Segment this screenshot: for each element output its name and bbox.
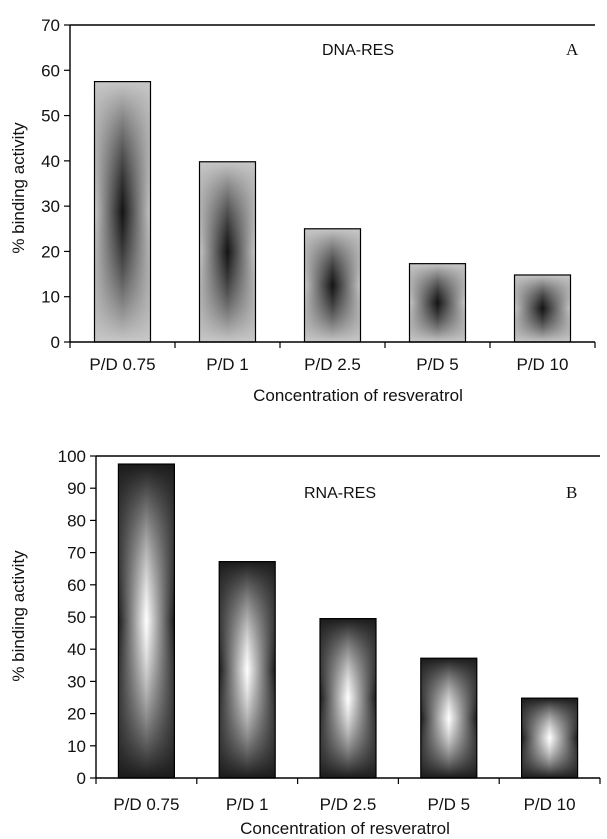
y-tick-label: 60 <box>67 576 86 595</box>
y-tick-label: 10 <box>67 737 86 756</box>
bar-shade <box>219 561 276 778</box>
y-tick-label: 90 <box>67 479 86 498</box>
bar <box>117 463 176 779</box>
panel-b-x-axis-label: Concentration of resveratrol <box>240 819 450 838</box>
bar-shade <box>521 698 578 778</box>
panel-b-annotation: RNA-RES <box>304 485 376 502</box>
bar-shade <box>320 618 376 778</box>
panel-a-label: A <box>566 40 579 59</box>
bar-shade <box>420 658 477 778</box>
x-tick-label: P/D 0.75 <box>113 795 179 814</box>
x-tick-label: P/D 5 <box>416 355 459 374</box>
x-tick-label: P/D 2.5 <box>320 795 377 814</box>
panel-a-bars <box>93 81 572 343</box>
x-tick-label: P/D 10 <box>517 355 569 374</box>
x-tick-label: P/D 1 <box>226 795 269 814</box>
panel-b-bars <box>117 463 579 779</box>
y-tick-label: 70 <box>67 544 86 563</box>
bar <box>520 697 579 779</box>
panel-a-y-ticks: 0 10 20 30 40 50 60 70 <box>41 16 70 352</box>
bar <box>513 274 572 343</box>
bar <box>420 657 478 779</box>
x-tick-label: P/D 1 <box>206 355 249 374</box>
y-tick-label: 100 <box>58 447 86 466</box>
y-tick-label: 20 <box>67 705 86 724</box>
panel-a-x-axis-label: Concentration of resveratrol <box>253 386 463 405</box>
y-tick-label: 0 <box>77 769 86 788</box>
panel-a-x-ticks: P/D 0.75 P/D 1 P/D 2.5 P/D 5 P/D 10 <box>69 342 596 374</box>
y-tick-label: 10 <box>41 288 60 307</box>
y-tick-label: 0 <box>51 333 60 352</box>
panel-b-label: B <box>566 483 577 502</box>
bar <box>218 561 276 779</box>
bar <box>303 228 362 343</box>
y-tick-label: 40 <box>41 152 60 171</box>
x-tick-label: P/D 0.75 <box>89 355 155 374</box>
y-tick-label: 70 <box>41 16 60 35</box>
y-tick-label: 20 <box>41 242 60 261</box>
bar-shade <box>118 464 175 778</box>
bar <box>408 263 467 343</box>
panel-b-y-axis-label: % binding activity <box>9 550 28 682</box>
bar <box>198 161 257 343</box>
x-tick-label: P/D 10 <box>524 795 576 814</box>
bar-shade <box>304 228 361 342</box>
panel-a-axes <box>69 24 595 343</box>
y-tick-label: 30 <box>67 672 86 691</box>
panel-a-annotation: DNA-RES <box>322 42 394 59</box>
bar-shade <box>514 274 571 342</box>
y-tick-label: 50 <box>41 107 60 126</box>
y-tick-label: 30 <box>41 197 60 216</box>
bar-shade <box>409 263 466 342</box>
y-tick-label: 50 <box>67 608 86 627</box>
panel-a-y-axis-label: % binding activity <box>9 122 28 254</box>
panel-b-y-ticks: 0 10 20 30 40 50 60 70 80 90 100 <box>58 447 96 788</box>
panel-b-x-ticks: P/D 0.75 P/D 1 P/D 2.5 P/D 5 P/D 10 <box>95 778 601 814</box>
y-tick-label: 40 <box>67 640 86 659</box>
x-tick-label: P/D 2.5 <box>304 355 361 374</box>
bar-shade <box>199 161 256 342</box>
bar-shade <box>94 81 151 342</box>
y-tick-label: 60 <box>41 61 60 80</box>
x-tick-label: P/D 5 <box>428 795 471 814</box>
y-tick-label: 80 <box>67 511 86 530</box>
bar <box>93 81 152 343</box>
bar <box>319 618 377 779</box>
